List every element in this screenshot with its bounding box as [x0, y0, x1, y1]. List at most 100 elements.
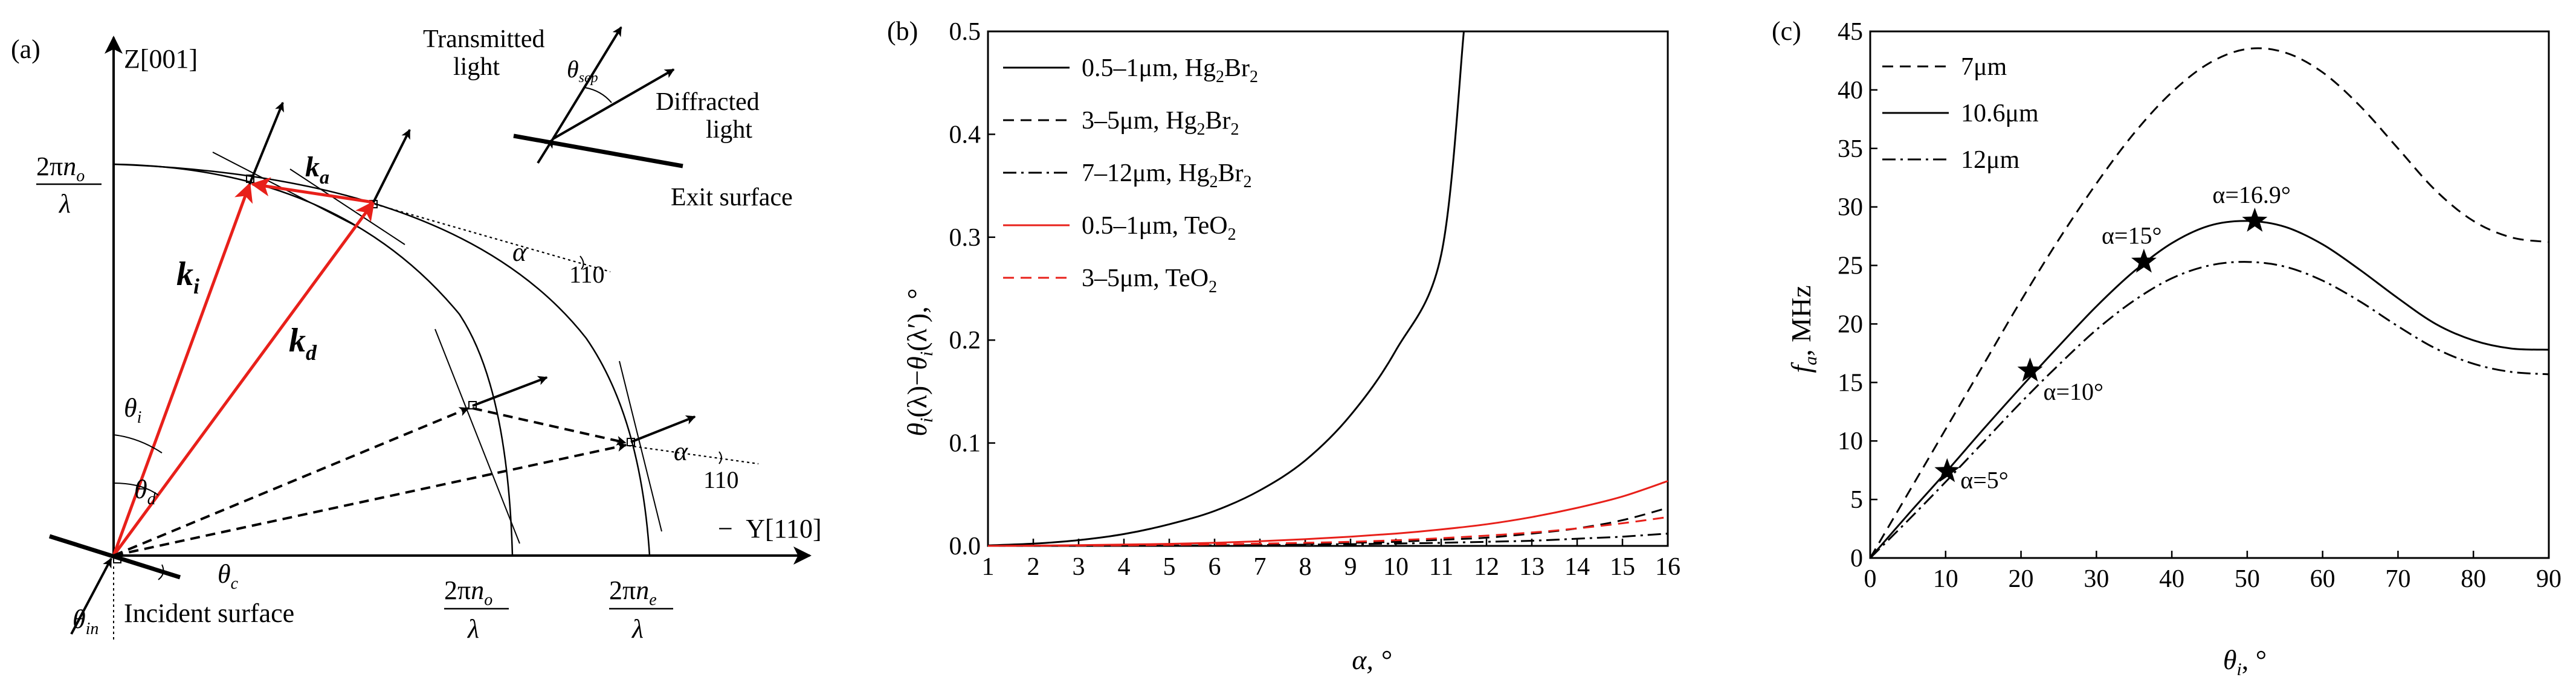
series-line: [1869, 220, 2549, 559]
tangent-line-2: [289, 168, 405, 245]
normal-arrow-1: [248, 101, 284, 185]
normal-arrow-3: [472, 376, 548, 407]
label-part: θ: [73, 604, 86, 634]
annotation-star: [2131, 248, 2157, 273]
theta-i-label: θi: [124, 393, 141, 427]
x-tick-label: 70: [2385, 565, 2410, 593]
label-part: θ: [218, 559, 231, 589]
label-part: , °: [2242, 644, 2267, 675]
panel-a: (a) Z[001] − Y[110]: [11, 25, 822, 644]
x-tick-label: 5: [1163, 553, 1176, 581]
label-part: θ: [134, 475, 147, 504]
transmitted-arrow: [552, 26, 622, 140]
panel-a-label: (a): [11, 34, 40, 64]
label-part: θ: [2223, 644, 2237, 675]
legend-label: 7μm: [1961, 53, 2007, 81]
kd-label: kd: [289, 322, 317, 365]
x-tick-label: 1: [982, 553, 995, 581]
right-angle-mark: [627, 438, 635, 446]
y-tick-label: 0.3: [949, 224, 981, 252]
dotted-110-line-bottom: [628, 444, 759, 465]
dashed-diffracted-vector: [113, 442, 627, 557]
normal-arrow-4: [630, 415, 696, 443]
annotation-star: [2242, 207, 2268, 232]
legend-label: 12μm: [1961, 146, 2020, 174]
legend-text-part: 0.5–1μm, TeO: [1082, 212, 1228, 240]
y-tick-label: 10: [1838, 428, 1863, 455]
y-tick-label: 30: [1838, 194, 1863, 222]
y-tick-label: 35: [1838, 135, 1863, 163]
label-2pi-no-bottom: 2πno λ: [444, 575, 509, 644]
dashed-acoustic-vector: [472, 407, 627, 446]
legend-text-part: Br: [1206, 107, 1231, 135]
chart-c-axes: 0 10 20 30 40 50 60 70 80 90 0 5 10 15 20 25 30 35 40 45: [1838, 18, 2561, 593]
label-part: k: [176, 255, 193, 293]
tangent-line-3: [434, 329, 520, 544]
theta-sep-label: θsep: [567, 56, 598, 86]
label-part: n: [63, 152, 76, 181]
ka-label: ka: [305, 151, 329, 188]
y-tick-label: 0.1: [949, 430, 981, 458]
transmitted-label-2: light: [453, 53, 500, 81]
label-part: (λ)−: [902, 370, 932, 418]
x-tick-label: 7: [1254, 553, 1267, 581]
label-part: θ: [902, 423, 932, 437]
legend-label: 0.5–1μm, TeO2: [1082, 212, 1236, 244]
legend-subscript: 2: [1210, 173, 1218, 191]
incident-surface-label: Incident surface: [124, 598, 294, 628]
series-line: [987, 516, 1668, 547]
y-axis-text: Y[110]: [746, 514, 821, 543]
label-part: a: [320, 166, 329, 188]
x-tick-label: 11: [1429, 553, 1453, 581]
y-tick-label: 40: [1838, 77, 1863, 104]
label-2pi-no-left: 2πno λ: [36, 152, 102, 219]
legend-text-part: Br: [1218, 159, 1244, 187]
lambda-label: λ: [466, 614, 479, 644]
legend-text-part: 0.5–1μm, Hg: [1082, 54, 1216, 82]
y-tick-label: 15: [1838, 369, 1863, 397]
label-part: i: [137, 408, 142, 427]
plot-frame: [987, 30, 1669, 547]
x-tick-label: 40: [2159, 565, 2184, 593]
label-part: c: [231, 574, 239, 593]
panel-b-chart: (b) 1 2 3 4 5 6 7 8 9 10 11 12 13 14 15 160.00.10.20.30…: [887, 16, 1680, 675]
alpha-label-bottom: α: [674, 437, 688, 466]
x-tick-label: 3: [1073, 553, 1085, 581]
legend-subscript: 2: [1197, 120, 1206, 139]
lambda-label: λ: [631, 614, 644, 644]
plot-frame: [1869, 30, 2550, 559]
label-part: k: [289, 322, 306, 359]
alpha-arc-bottom: [718, 451, 722, 464]
ki-label: ki: [176, 255, 199, 298]
label-part: 2π: [609, 575, 636, 605]
legend-text-part: 3–5μm, Hg: [1082, 107, 1197, 135]
label-part: (λ′), °: [902, 288, 932, 351]
ka-vector: [250, 177, 374, 204]
svg-text:2πno: 2πno: [36, 152, 85, 185]
chart-c-annotations: α=5° α=10° α=15° α=16.9°: [1934, 181, 2291, 494]
y-tick-label: 0.4: [949, 121, 981, 149]
series-line: [987, 31, 1465, 547]
svg-text:2πno: 2πno: [444, 575, 492, 609]
chart-b-ylabel: θi(λ)−θi(λ′), °: [902, 288, 937, 436]
label-part: θ: [124, 393, 137, 423]
chart-c-ylabel: fa, MHz: [1786, 285, 1821, 373]
tangent-line-4: [619, 361, 662, 532]
x-tick-label: 8: [1299, 553, 1312, 581]
panel-c-chart: (c) 0 10 20 30 40 50 60 70 80 90 0 5 10 15 20 25 30 35 40 4…: [1772, 16, 2561, 679]
label-part: i: [2236, 659, 2241, 679]
chart-b-series: [987, 31, 1668, 547]
theta-d-arc: [113, 482, 159, 496]
x-tick-label: 6: [1209, 553, 1221, 581]
label-part: d: [306, 341, 317, 365]
x-tick-label: 15: [1610, 553, 1635, 581]
x-tick-label: 0: [1864, 565, 1877, 593]
exit-surface-line: [513, 133, 683, 168]
chart-b-axes: 1 2 3 4 5 6 7 8 9 10 11 12 13 14 15 160.00.10.20.30.40.…: [949, 18, 1681, 581]
y-tick-label: 45: [1838, 18, 1863, 46]
legend-subscript: 2: [1216, 68, 1224, 86]
label-part: a: [1801, 356, 1821, 365]
x-tick-label: 10: [1383, 553, 1409, 581]
svg-text:2πne: 2πne: [609, 575, 657, 609]
legend-text-part: 3–5μm, TeO: [1082, 264, 1209, 292]
